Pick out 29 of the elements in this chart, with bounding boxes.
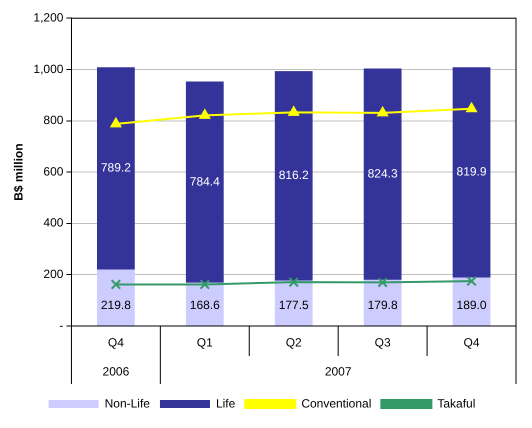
data-label: 789.2 — [100, 160, 132, 175]
text: 2007 — [324, 364, 352, 378]
data-label: 168.6 — [190, 298, 220, 312]
data-label: 784.4 — [190, 174, 220, 188]
x-tick-label: Q3 — [374, 336, 391, 350]
legend-label: Takaful — [437, 396, 476, 410]
data-label: 816.2 — [278, 168, 310, 182]
x-tick-label: Q2 — [286, 336, 302, 350]
legend-label: Life — [216, 396, 236, 410]
y-tick-label: 400 — [43, 216, 64, 230]
y-tick-label: 200 — [43, 267, 64, 282]
y-tick-label: 800 — [43, 113, 64, 128]
y-tick-label: 1,000 — [33, 62, 64, 76]
data-label: 177.5 — [278, 298, 310, 312]
data-label: 219.8 — [100, 298, 132, 312]
x-tick-label: Q4 — [108, 336, 124, 350]
legend-label: Non-Life — [104, 396, 150, 410]
data-label: 824.3 — [368, 166, 398, 180]
data-label: 189.0 — [456, 298, 487, 312]
x-tick-label: Q1 — [196, 336, 214, 350]
y-tick-label: - — [59, 318, 64, 332]
y-tick-label: 1,200 — [33, 10, 64, 25]
y-axis-title: B$ million — [12, 143, 26, 201]
text: 2006 — [102, 364, 130, 378]
legend-label: Conventional — [301, 396, 372, 410]
data-label: 179.8 — [368, 298, 398, 312]
y-tick-label: 600 — [43, 164, 64, 178]
x-tick-label: Q4 — [464, 336, 480, 350]
data-label: 819.9 — [456, 164, 487, 179]
